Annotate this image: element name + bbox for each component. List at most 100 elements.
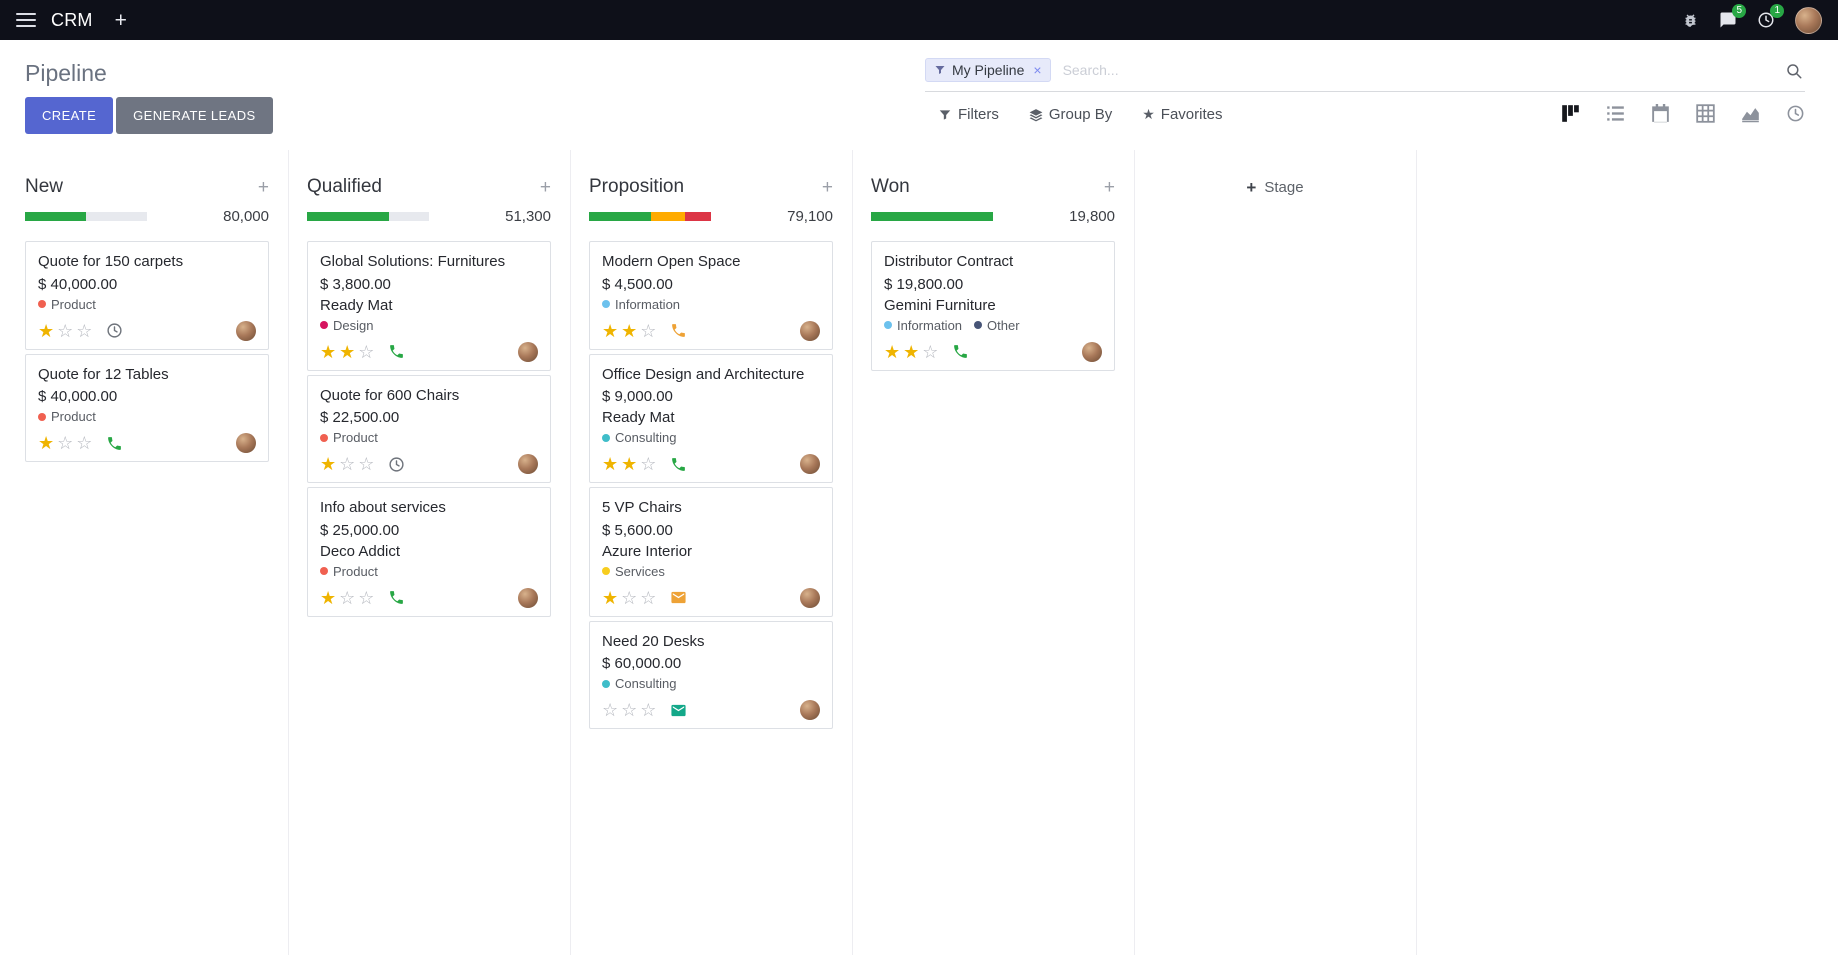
- generate-leads-button[interactable]: GENERATE LEADS: [116, 97, 273, 134]
- kanban-card[interactable]: 5 VP Chairs $ 5,600.00 Azure Interior Se…: [589, 487, 833, 617]
- star-empty-icon[interactable]: ☆: [339, 454, 359, 474]
- column-progressbar[interactable]: [307, 212, 429, 221]
- view-graph-button[interactable]: [1741, 104, 1760, 123]
- avatar[interactable]: [800, 587, 820, 608]
- messages-icon[interactable]: 5: [1719, 4, 1746, 29]
- facet-remove-icon[interactable]: ×: [1033, 62, 1042, 78]
- column-add-record-icon[interactable]: +: [1103, 176, 1115, 198]
- star-empty-icon[interactable]: ☆: [621, 700, 641, 720]
- kanban-card[interactable]: Quote for 600 Chairs $ 22,500.00 Product…: [307, 374, 551, 483]
- avatar[interactable]: [518, 454, 538, 474]
- search-facet[interactable]: My Pipeline ×: [925, 58, 1051, 82]
- kanban-card[interactable]: Modern Open Space $ 4,500.00 Information…: [589, 241, 833, 350]
- star-empty-icon[interactable]: ☆: [76, 433, 96, 453]
- group-by-menu[interactable]: Group By: [1029, 106, 1112, 123]
- search-icon[interactable]: [1785, 62, 1803, 80]
- star-empty-icon[interactable]: ☆: [339, 587, 359, 608]
- star-empty-icon[interactable]: ☆: [640, 700, 660, 720]
- kanban-card[interactable]: Quote for 12 Tables $ 40,000.00 Product …: [25, 353, 269, 462]
- progressbar-segment[interactable]: [871, 212, 993, 221]
- star-filled-icon[interactable]: ★: [320, 587, 340, 608]
- avatar[interactable]: [236, 320, 256, 341]
- column-progressbar[interactable]: [589, 212, 711, 221]
- view-kanban-button[interactable]: [1561, 104, 1580, 123]
- star-empty-icon[interactable]: ☆: [621, 587, 641, 608]
- star-empty-icon[interactable]: ☆: [640, 587, 660, 608]
- kanban-card[interactable]: Info about services $ 25,000.00 Deco Add…: [307, 487, 551, 617]
- phone-activity-icon[interactable]: [106, 435, 123, 452]
- kanban-card[interactable]: Office Design and Architecture $ 9,000.0…: [589, 353, 833, 483]
- star-filled-icon[interactable]: ★: [602, 320, 622, 341]
- star-filled-icon[interactable]: ★: [320, 454, 340, 474]
- avatar[interactable]: [518, 587, 538, 608]
- column-title[interactable]: Won: [871, 176, 910, 197]
- star-empty-icon[interactable]: ☆: [57, 433, 77, 453]
- avatar[interactable]: [800, 320, 820, 341]
- kanban-card[interactable]: Quote for 150 carpets $ 40,000.00 Produc…: [25, 241, 269, 350]
- view-activity-button[interactable]: [1786, 104, 1805, 123]
- star-empty-icon[interactable]: ☆: [358, 454, 378, 474]
- column-progressbar[interactable]: [871, 212, 993, 221]
- star-filled-icon[interactable]: ★: [903, 341, 923, 362]
- stage-add-column[interactable]: + Stage: [1135, 150, 1417, 955]
- progressbar-segment[interactable]: [25, 212, 86, 221]
- column-title[interactable]: New: [25, 176, 64, 197]
- progressbar-segment[interactable]: [589, 212, 652, 221]
- phone-activity-icon[interactable]: [388, 589, 405, 606]
- star-empty-icon[interactable]: ☆: [602, 700, 622, 720]
- avatar[interactable]: [518, 341, 538, 362]
- star-filled-icon[interactable]: ★: [38, 433, 58, 453]
- star-filled-icon[interactable]: ★: [884, 341, 904, 362]
- avatar[interactable]: [1082, 341, 1102, 362]
- filters-menu[interactable]: Filters: [938, 106, 999, 123]
- avatar[interactable]: [236, 433, 256, 453]
- envelope-activity-icon[interactable]: [670, 589, 687, 606]
- star-empty-icon[interactable]: ☆: [640, 454, 660, 474]
- progressbar-segment[interactable]: [685, 212, 711, 221]
- column-add-record-icon[interactable]: +: [539, 176, 551, 198]
- view-calendar-button[interactable]: [1651, 104, 1670, 123]
- column-add-record-icon[interactable]: +: [821, 176, 833, 198]
- star-filled-icon[interactable]: ★: [339, 341, 359, 362]
- star-filled-icon[interactable]: ★: [38, 320, 58, 341]
- phone-activity-icon[interactable]: [670, 322, 687, 339]
- star-empty-icon[interactable]: ☆: [76, 320, 96, 341]
- column-title[interactable]: Proposition: [589, 176, 685, 197]
- activities-clock-icon[interactable]: 1: [1757, 4, 1784, 29]
- kanban-card[interactable]: Global Solutions: Furnitures $ 3,800.00 …: [307, 241, 551, 371]
- star-filled-icon[interactable]: ★: [602, 587, 622, 608]
- phone-activity-icon[interactable]: [388, 343, 405, 360]
- search-input[interactable]: My Pipeline × Search...: [925, 58, 1805, 92]
- user-avatar[interactable]: [1795, 6, 1822, 34]
- phone-activity-icon[interactable]: [952, 343, 969, 360]
- kanban-card[interactable]: Distributor Contract $ 19,800.00 Gemini …: [871, 241, 1115, 371]
- star-empty-icon[interactable]: ☆: [57, 320, 77, 341]
- phone-activity-icon[interactable]: [670, 456, 687, 473]
- avatar[interactable]: [800, 454, 820, 474]
- create-button[interactable]: CREATE: [25, 97, 114, 134]
- column-title[interactable]: Qualified: [307, 176, 382, 197]
- star-filled-icon[interactable]: ★: [320, 341, 340, 362]
- column-progressbar[interactable]: [25, 212, 147, 221]
- view-list-button[interactable]: [1606, 104, 1625, 123]
- clock-activity-icon[interactable]: [388, 456, 405, 473]
- navbar-plus-icon[interactable]: +: [114, 8, 127, 32]
- star-empty-icon[interactable]: ☆: [358, 587, 378, 608]
- column-add-record-icon[interactable]: +: [257, 176, 269, 198]
- kanban-card[interactable]: Need 20 Desks $ 60,000.00 Consulting ☆☆☆: [589, 620, 833, 729]
- star-filled-icon[interactable]: ★: [621, 454, 641, 474]
- debug-bug-icon[interactable]: [1682, 12, 1699, 29]
- star-empty-icon[interactable]: ☆: [640, 320, 660, 341]
- view-pivot-button[interactable]: [1696, 104, 1715, 123]
- app-title[interactable]: CRM: [51, 9, 93, 30]
- star-filled-icon[interactable]: ★: [621, 320, 641, 341]
- avatar[interactable]: [800, 700, 820, 720]
- progressbar-segment[interactable]: [307, 212, 389, 221]
- apps-menu-icon[interactable]: [16, 13, 36, 27]
- star-filled-icon[interactable]: ★: [602, 454, 622, 474]
- clock-activity-icon[interactable]: [106, 322, 123, 339]
- star-empty-icon[interactable]: ☆: [358, 341, 378, 362]
- envelope-activity-icon[interactable]: [670, 702, 687, 719]
- progressbar-segment[interactable]: [651, 212, 686, 221]
- favorites-menu[interactable]: ★ Favorites: [1142, 106, 1222, 123]
